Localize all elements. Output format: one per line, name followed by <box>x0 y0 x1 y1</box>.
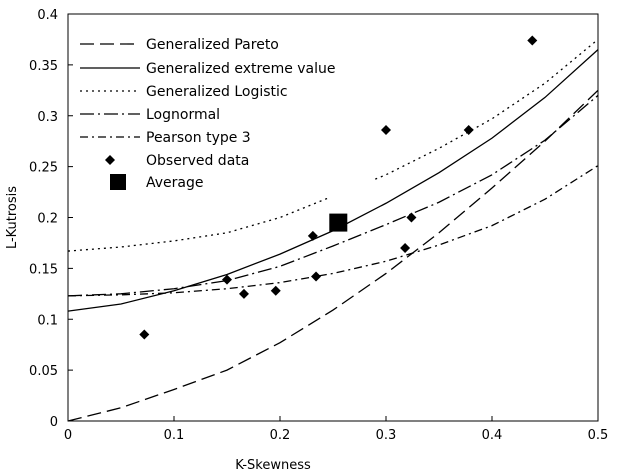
observed-point <box>307 230 318 241</box>
series-line-1 <box>67 89 599 422</box>
x-tick-label: 0.4 <box>482 428 503 443</box>
y-tick-label: 0.4 <box>37 8 58 23</box>
y-tick-label: 0.35 <box>29 59 58 74</box>
legend: Generalized Pareto Generalized extreme va… <box>74 28 374 198</box>
legend-label-5: Pearson type 3 <box>146 130 251 146</box>
y-tick-label: 0.25 <box>29 161 58 176</box>
y-axis-title: L-Kutrosis <box>5 186 20 249</box>
y-tick-label: 0 <box>50 415 58 430</box>
average-point <box>329 213 348 232</box>
x-tick-label: 0 <box>64 428 72 443</box>
observed-point <box>406 212 417 223</box>
observed-points <box>139 35 538 340</box>
legend-background <box>74 28 374 198</box>
series-line-4 <box>67 94 599 297</box>
y-tick-label: 0.05 <box>29 364 58 379</box>
observed-point <box>381 124 391 135</box>
legend-label-1: Generalized Pareto <box>146 37 279 53</box>
observed-point <box>139 329 150 340</box>
observed-point <box>527 35 538 46</box>
legend-label-average: Average <box>146 175 204 191</box>
observed-point <box>270 285 281 296</box>
y-tick-label: 0.3 <box>37 110 58 125</box>
y-tick-label: 0.2 <box>37 212 58 227</box>
y-tick-label: 0.15 <box>29 262 58 277</box>
legend-label-2: Generalized extreme value <box>146 61 336 77</box>
axes: 0 0.1 0.2 0.3 0.4 0.5 0 0.05 0.1 0.15 0.2 0.25 0.3 0.… <box>5 8 608 472</box>
legend-marker-average <box>110 174 126 190</box>
series-line-5 <box>67 165 599 297</box>
legend-label-observed: Observed data <box>146 153 249 169</box>
legend-marker-observed <box>105 155 115 165</box>
legend-label-3: Generalized Logistic <box>146 84 288 100</box>
observed-point <box>400 243 411 254</box>
observed-point <box>463 124 474 135</box>
x-tick-label: 0.3 <box>376 428 397 443</box>
x-tick-label: 0.5 <box>588 428 609 443</box>
observed-point <box>222 274 232 285</box>
x-tick-label: 0.2 <box>270 428 291 443</box>
observed-point <box>238 288 249 299</box>
observed-point <box>311 271 322 282</box>
legend-label-4: Lognormal <box>146 107 220 123</box>
x-axis-title: K-Skewness <box>235 458 311 472</box>
x-tick-label: 0.1 <box>164 428 185 443</box>
y-tick-label: 0.1 <box>37 313 58 328</box>
